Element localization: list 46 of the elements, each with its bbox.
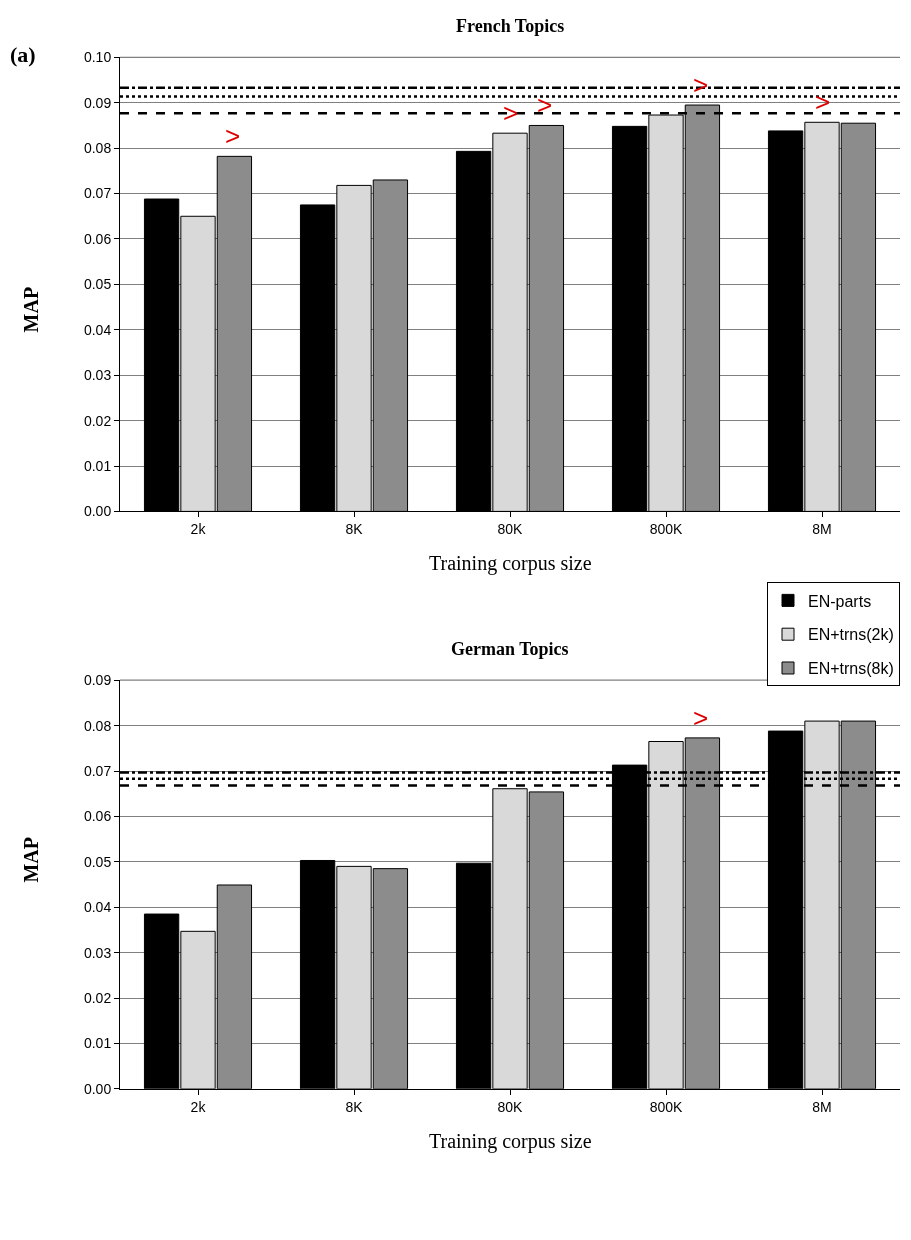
legend-label: EN+trns(8k) <box>808 660 894 678</box>
annotation: > <box>503 98 519 128</box>
y-tick-label: 0.07 <box>83 762 112 779</box>
x-axis-title: Training corpus size <box>429 552 592 575</box>
x-tick-label: 2k <box>190 1098 207 1115</box>
x-tick-label: 80K <box>497 1098 524 1115</box>
chart-title: French Topics <box>456 16 565 36</box>
y-tick-label: 0.06 <box>83 808 112 825</box>
y-tick-label: 0.05 <box>83 853 112 870</box>
x-tick-label: 2k <box>190 521 207 538</box>
y-tick-label: 0.03 <box>83 944 112 961</box>
y-tick-label: 0.00 <box>83 1080 112 1097</box>
x-tick-label: 80K <box>497 521 524 538</box>
x-tick-label: 8K <box>345 1098 364 1115</box>
y-axis-title: MAP <box>20 837 43 883</box>
legend-label: EN-parts <box>808 592 872 610</box>
annotation: > <box>815 87 831 117</box>
x-tick-label: 800K <box>649 521 684 538</box>
y-tick-label: 0.07 <box>83 185 112 202</box>
y-tick-label: 0.01 <box>83 457 112 474</box>
y-tick-label: 0.02 <box>83 412 112 429</box>
x-axis-title: Training corpus size <box>429 1130 592 1153</box>
y-tick-label: 0.02 <box>83 989 112 1006</box>
y-tick-label: 0.01 <box>83 1035 112 1052</box>
annotation: > <box>225 121 241 151</box>
y-tick-label: 0.09 <box>83 672 112 689</box>
y-tick-label: 0.10 <box>83 49 112 66</box>
y-tick-label: 0.04 <box>83 321 112 338</box>
y-tick-label: 0.05 <box>83 276 112 293</box>
y-tick-label: 0.00 <box>83 503 112 520</box>
y-tick-label: 0.06 <box>83 230 112 247</box>
x-tick-label: 8M <box>812 521 832 538</box>
annotation: > <box>537 90 553 120</box>
y-axis-title: MAP <box>19 286 42 333</box>
x-tick-label: 800K <box>649 1098 684 1115</box>
y-tick-label: 0.08 <box>83 717 112 734</box>
x-tick-label: 8M <box>812 1098 832 1115</box>
text: (a) <box>10 42 36 67</box>
annotation: > <box>693 703 709 733</box>
legend-label: EN+trns(2k) <box>808 626 894 644</box>
x-tick-label: 8K <box>345 521 364 538</box>
y-tick-label: 0.03 <box>83 367 112 384</box>
y-tick-label: 0.08 <box>83 140 112 157</box>
chart-title: German Topics <box>451 639 569 659</box>
y-tick-label: 0.04 <box>83 899 112 916</box>
y-tick-label: 0.09 <box>83 94 112 111</box>
